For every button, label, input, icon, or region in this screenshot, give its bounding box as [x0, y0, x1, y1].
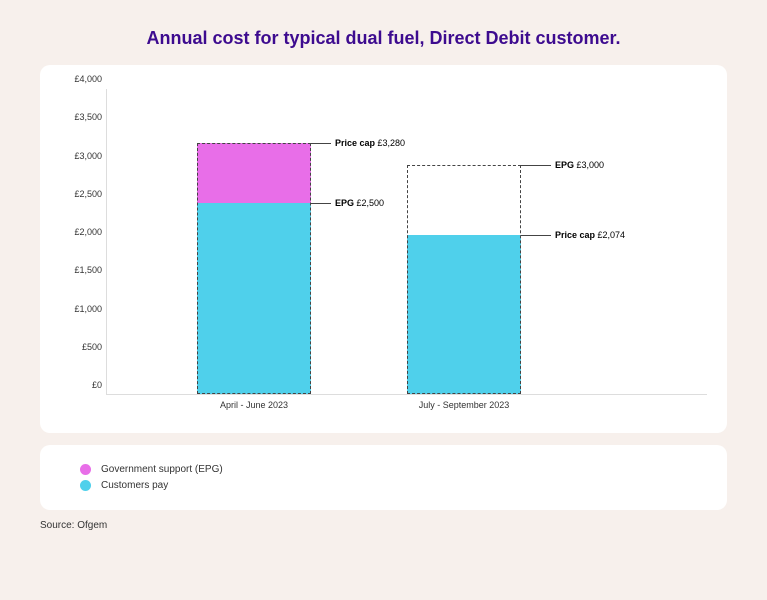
annotation-value: £3,000 [577, 160, 605, 170]
y-tick-label: £2,000 [60, 227, 102, 237]
legend-label: Customers pay [101, 480, 168, 491]
annotation-label: EPG [335, 198, 357, 208]
y-tick-label: £2,500 [60, 189, 102, 199]
legend-label: Government support (EPG) [101, 464, 223, 475]
legend-panel: Government support (EPG) Customers pay [40, 445, 727, 510]
legend-item: Government support (EPG) [80, 464, 687, 475]
legend-item: Customers pay [80, 480, 687, 491]
source-text: Source: Ofgem [40, 520, 727, 531]
annotation: Price cap £3,280 [311, 138, 405, 148]
y-tick-label: £3,500 [60, 112, 102, 122]
annotation: EPG £2,500 [311, 198, 384, 208]
annotation: EPG £3,000 [521, 160, 604, 170]
annotation-value: £2,074 [598, 230, 626, 240]
annotation-label: Price cap [335, 138, 378, 148]
x-tick-label: July - September 2023 [407, 400, 521, 410]
annotation-label: EPG [555, 160, 577, 170]
y-tick-label: £1,000 [60, 304, 102, 314]
annotation-value: £3,280 [378, 138, 406, 148]
dashed-box [407, 165, 521, 395]
annotation-value: £2,500 [357, 198, 385, 208]
chart-area: Price cap £3,280 EPG £2,500 April - June 2… [106, 89, 707, 419]
chart-title: Annual cost for typical dual fuel, Direc… [40, 28, 727, 49]
y-tick-label: £0 [60, 380, 102, 390]
y-tick-label: £3,000 [60, 151, 102, 161]
bar-group: Price cap £3,280EPG £2,500April - June 2… [197, 88, 311, 394]
y-tick-label: £500 [60, 342, 102, 352]
chart-panel: Price cap £3,280 EPG £2,500 April - June 2… [40, 65, 727, 433]
legend-swatch [80, 480, 91, 491]
annotation: Price cap £2,074 [521, 230, 625, 240]
y-tick-label: £4,000 [60, 74, 102, 84]
y-tick-label: £1,500 [60, 265, 102, 275]
dashed-box [197, 143, 311, 394]
annotation-label: Price cap [555, 230, 598, 240]
bar-group: EPG £3,000Price cap £2,074July - Septemb… [407, 88, 521, 394]
x-tick-label: April - June 2023 [197, 400, 311, 410]
plot-region: Price cap £3,280EPG £2,500April - June 2… [106, 89, 707, 395]
legend-swatch [80, 464, 91, 475]
